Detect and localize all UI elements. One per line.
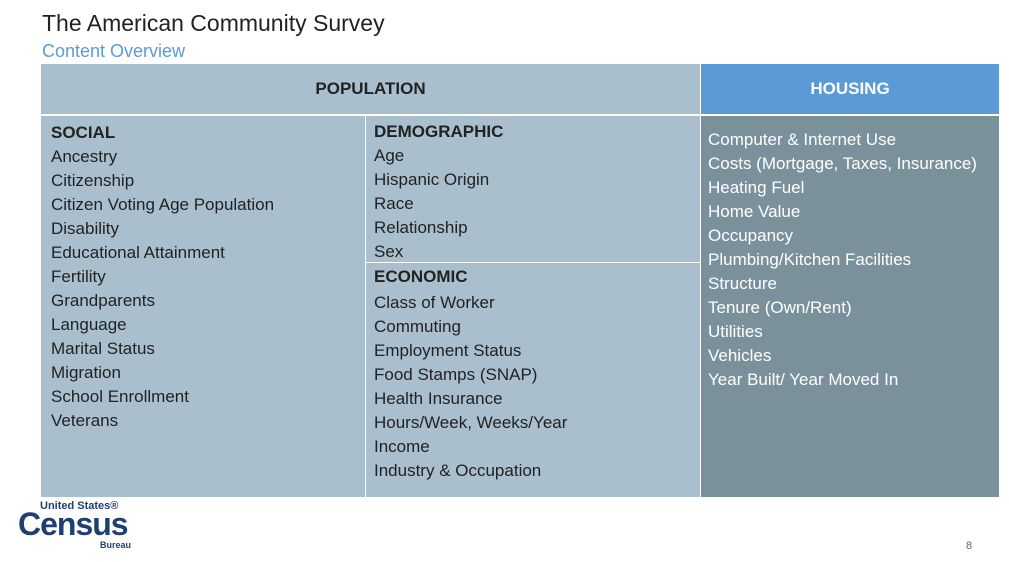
housing-item: Costs (Mortgage, Taxes, Insurance) <box>708 154 977 173</box>
housing-item: Heating Fuel <box>708 178 805 197</box>
housing-item: Utilities <box>708 322 763 341</box>
social-item: Ancestry <box>51 147 118 166</box>
demographic-item: Hispanic Origin <box>374 170 490 189</box>
economic-item: Hours/Week, Weeks/Year <box>374 413 568 432</box>
demographic-item: Age <box>374 146 405 165</box>
economic-item: Income <box>374 437 430 456</box>
housing-item: Computer & Internet Use <box>708 130 897 149</box>
social-item: School Enrollment <box>51 387 189 406</box>
social-cell: SOCIAL Ancestry Citizenship Citizen Voting… <box>41 116 365 497</box>
subtitle: Content Overview <box>42 41 186 61</box>
economic-item: Industry & Occupation <box>374 461 542 480</box>
logo-line1: United States® <box>40 500 119 512</box>
demographic-item: Race <box>374 194 414 213</box>
social-heading: SOCIAL <box>51 123 116 142</box>
social-item: Grandparents <box>51 291 155 310</box>
housing-item: Occupancy <box>708 226 794 245</box>
housing-header: HOUSING <box>701 64 999 114</box>
social-item: Citizenship <box>51 171 135 190</box>
social-item: Educational Attainment <box>51 243 225 262</box>
economic-item: Commuting <box>374 317 461 336</box>
economic-item: Class of Worker <box>374 293 495 312</box>
housing-item: Tenure (Own/Rent) <box>708 298 852 317</box>
housing-item: Year Built/ Year Moved In <box>708 370 899 389</box>
demographic-heading: DEMOGRAPHIC <box>374 122 504 141</box>
logo-line2: Census <box>18 506 129 542</box>
population-header: POPULATION <box>41 64 700 114</box>
social-item: Veterans <box>51 411 119 430</box>
social-item: Disability <box>51 219 120 238</box>
logo-line3: Bureau <box>100 540 132 550</box>
social-item: Citizen Voting Age Population <box>51 195 275 214</box>
page-number: 8 <box>966 540 973 552</box>
social-item: Language <box>51 315 127 334</box>
economic-heading: ECONOMIC <box>374 267 468 286</box>
economic-item: Food Stamps (SNAP) <box>374 365 538 384</box>
social-item: Fertility <box>51 267 106 286</box>
demographic-item: Relationship <box>374 218 468 237</box>
housing-item: Plumbing/Kitchen Facilities <box>708 250 912 269</box>
housing-item: Home Value <box>708 202 801 221</box>
housing-cell: Computer & Internet Use Costs (Mortgage, … <box>701 116 999 497</box>
demographic-cell: DEMOGRAPHIC Age Hispanic Origin Race Relati… <box>366 116 700 262</box>
social-item: Marital Status <box>51 339 155 358</box>
economic-cell: ECONOMIC Class of Worker Commuting Employm… <box>366 263 700 497</box>
title: The American Community Survey <box>42 10 385 36</box>
housing-item: Structure <box>708 274 777 293</box>
social-item: Migration <box>51 363 121 382</box>
economic-item: Employment Status <box>374 341 522 360</box>
demographic-item: Sex <box>374 242 404 261</box>
economic-item: Health Insurance <box>374 389 503 408</box>
housing-item: Vehicles <box>708 346 772 365</box>
